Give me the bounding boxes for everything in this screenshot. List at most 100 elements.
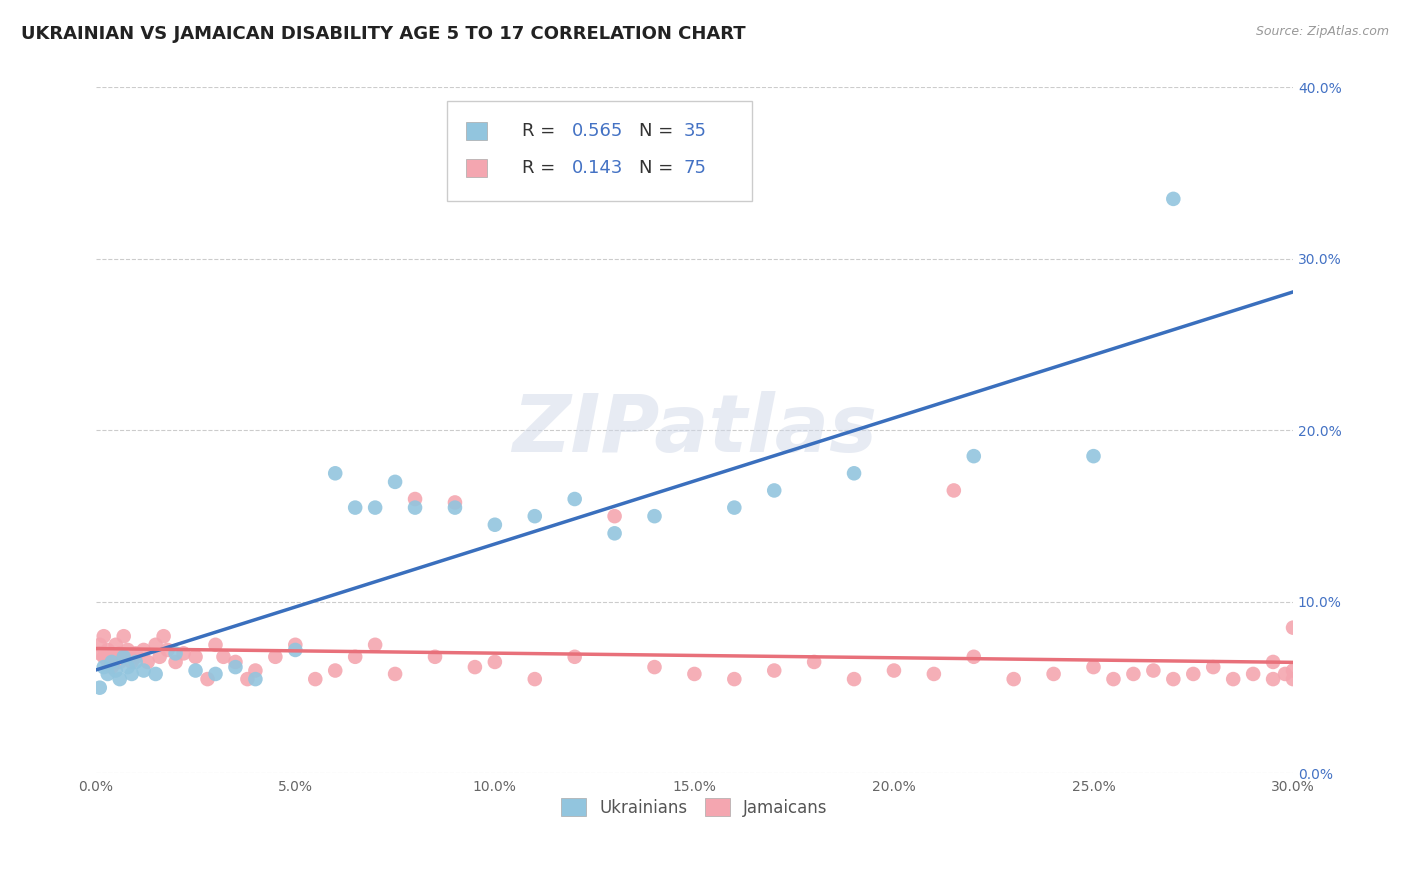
Point (942, 483, 965, 498)
Point (100, 660, 122, 674)
Point (1222, 672, 1244, 686)
Point (224, 660, 246, 674)
Point (344, 500, 367, 515)
Point (145, 638, 167, 652)
Point (1182, 667, 1205, 681)
Point (444, 495, 467, 509)
Point (184, 664, 207, 678)
Point (125, 646, 148, 660)
Point (125, 655, 148, 669)
Point (1083, 449, 1105, 463)
Point (1282, 621, 1305, 635)
Point (108, 672, 131, 686)
Point (184, 649, 207, 664)
Point (304, 672, 326, 686)
Point (1042, 667, 1064, 681)
Point (97, 667, 120, 681)
Point (963, 649, 986, 664)
Point (644, 509, 666, 524)
Text: UKRAINIAN VS JAMAICAN DISABILITY AGE 5 TO 17 CORRELATION CHART: UKRAINIAN VS JAMAICAN DISABILITY AGE 5 T… (21, 25, 745, 43)
Point (323, 467, 346, 481)
Point (112, 649, 135, 664)
Point (464, 660, 486, 674)
Point (404, 500, 426, 515)
Point (89, 681, 111, 695)
Point (1202, 660, 1225, 674)
Point (1083, 660, 1105, 674)
Point (108, 646, 131, 660)
Point (323, 664, 346, 678)
Point (1002, 672, 1025, 686)
Point (1241, 667, 1264, 681)
Point (723, 672, 745, 686)
Point (165, 646, 187, 660)
Text: 35: 35 (683, 121, 707, 140)
Point (523, 509, 546, 524)
Point (384, 667, 406, 681)
Point (89, 638, 111, 652)
Legend: Ukrainians, Jamaicans: Ukrainians, Jamaicans (555, 791, 834, 823)
Point (842, 467, 865, 481)
Point (121, 667, 143, 681)
Point (1282, 664, 1305, 678)
Point (364, 638, 387, 652)
Point (683, 667, 706, 681)
Point (93, 649, 115, 664)
Point (1163, 192, 1185, 206)
Point (204, 667, 226, 681)
Point (484, 517, 506, 532)
Text: R =: R = (522, 121, 561, 140)
Point (149, 649, 172, 664)
Point (444, 500, 467, 515)
Text: 0.565: 0.565 (572, 121, 624, 140)
Point (104, 664, 127, 678)
Point (152, 629, 174, 643)
Point (763, 664, 786, 678)
Text: 0.143: 0.143 (572, 159, 624, 177)
Point (97, 643, 120, 657)
Point (1102, 672, 1125, 686)
Point (1122, 667, 1144, 681)
Point (763, 483, 786, 498)
Point (173, 646, 195, 660)
Point (723, 500, 745, 515)
Point (344, 649, 367, 664)
Point (1282, 672, 1305, 686)
Text: R =: R = (522, 159, 567, 177)
Point (93, 629, 115, 643)
Point (165, 655, 187, 669)
Point (108, 655, 131, 669)
Point (644, 660, 666, 674)
Point (132, 643, 155, 657)
Point (156, 643, 179, 657)
Point (97, 655, 120, 669)
Point (212, 649, 235, 664)
Point (136, 655, 159, 669)
Point (564, 649, 586, 664)
Point (404, 491, 426, 506)
FancyBboxPatch shape (447, 101, 752, 201)
Point (803, 655, 825, 669)
Point (1163, 672, 1185, 686)
Point (484, 655, 506, 669)
Point (603, 526, 626, 541)
Point (197, 672, 219, 686)
Point (100, 655, 122, 669)
Point (117, 643, 139, 657)
Point (384, 475, 406, 489)
Point (112, 649, 135, 664)
Point (564, 491, 586, 506)
Point (121, 655, 143, 669)
Point (922, 667, 945, 681)
Point (1142, 664, 1164, 678)
Text: N =: N = (640, 159, 679, 177)
Point (1274, 667, 1296, 681)
Point (883, 664, 905, 678)
Point (125, 649, 148, 664)
Point (89, 646, 111, 660)
Point (117, 660, 139, 674)
Text: N =: N = (640, 121, 679, 140)
Text: ZIPatlas: ZIPatlas (512, 392, 877, 469)
Point (104, 649, 127, 664)
Point (204, 638, 226, 652)
